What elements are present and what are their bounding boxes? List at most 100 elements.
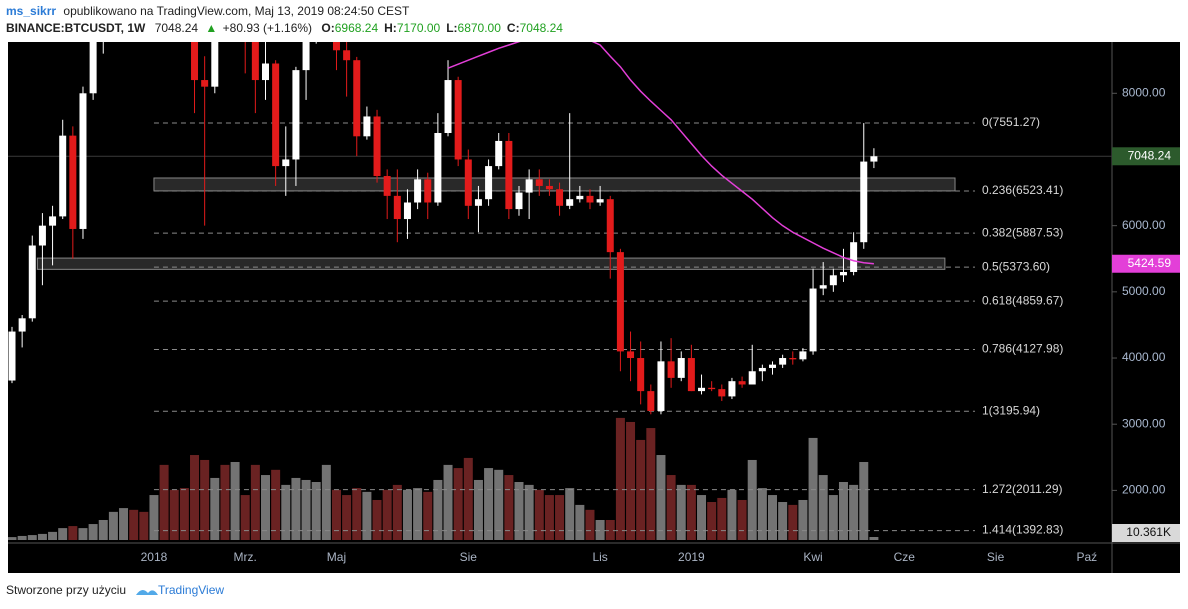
volume-bar (382, 489, 392, 540)
volume-bar (443, 464, 453, 540)
candle-body (627, 351, 635, 359)
volume-bar (595, 519, 605, 540)
volume-bar (778, 502, 788, 540)
volume-bar (321, 464, 331, 540)
y-tick-label: 4000.00 (1122, 350, 1166, 364)
volume-bar (342, 495, 352, 540)
header-line-1: ms_sikrr opublikowano na TradingView.com… (6, 4, 410, 18)
volume-bar (463, 457, 473, 540)
candle-body (748, 371, 756, 385)
volume-tag-box (1112, 523, 1180, 542)
volume-bar (514, 482, 524, 540)
author[interactable]: ms_sikrr (6, 4, 56, 18)
ohlc-value: 7048.24 (520, 21, 564, 35)
volume-bar (686, 484, 696, 540)
volume-bar (240, 495, 250, 540)
footer-brand[interactable]: TradingView (158, 583, 224, 597)
candle-body (201, 80, 209, 87)
candle-body (606, 199, 614, 253)
volume-bar (859, 461, 869, 540)
volume-bar (129, 509, 139, 540)
zone (36, 257, 946, 270)
candle-body (870, 156, 878, 162)
candle-body (292, 70, 300, 160)
volume-bar (544, 495, 554, 540)
ohlc-value: 7170.00 (397, 21, 441, 35)
volume-bar (261, 475, 270, 540)
candle-body (667, 361, 675, 378)
candle-body (332, 42, 340, 51)
ohlc-name: C: (507, 21, 520, 35)
candle-body (789, 358, 797, 360)
volume-bar (169, 489, 179, 540)
volume-bar (392, 484, 402, 540)
volume-bar (585, 509, 595, 540)
volume-bar (433, 479, 443, 540)
candle-body (38, 225, 46, 246)
candle-body (839, 271, 847, 276)
y-tick-label: 6000.00 (1122, 218, 1166, 232)
symbol: BINANCE:BTCUSDT, 1W (6, 21, 146, 35)
fib-label: 1.414(1392.83) (982, 523, 1063, 537)
candle-body (556, 189, 564, 206)
y-tick-label: 2000.00 (1122, 483, 1166, 497)
y-tick-label: 8000.00 (1122, 85, 1166, 99)
ohlc-value: 6870.00 (458, 21, 502, 35)
volume-bar (352, 488, 362, 540)
x-tick-label: 2018 (141, 550, 168, 564)
candle-body (251, 42, 259, 81)
candle-body (819, 285, 827, 289)
candle-body (69, 135, 77, 229)
candle-body (616, 252, 624, 352)
volume-bar (565, 488, 575, 540)
candle-body (535, 179, 543, 186)
subtitle: opublikowano na TradingView.com, Maj 13,… (63, 4, 410, 18)
ma-price-tag-label: 5424.59 (1128, 256, 1172, 270)
candle-body (505, 140, 513, 210)
candle-body (525, 179, 533, 193)
candle-body (383, 176, 391, 196)
candle-body (698, 387, 706, 392)
candle-body (393, 195, 401, 220)
volume-bar (108, 511, 118, 540)
fib-label: 1.272(2011.29) (982, 482, 1063, 496)
volume-bar (68, 526, 78, 540)
candle-body (495, 140, 503, 167)
plot: 0(7551.27) 0.236(6523.41) 0.382(5887.53) 0.… (8, 42, 1112, 540)
last-price-tag-box (1112, 147, 1180, 166)
candle-body (424, 179, 432, 203)
volume-bar (281, 484, 291, 540)
moving-average (447, 42, 874, 265)
volume-bar (159, 464, 169, 540)
volume-bar (484, 468, 494, 540)
volume-bar (768, 495, 777, 540)
candle-body (59, 135, 67, 217)
candle-body (302, 42, 310, 71)
volume-bar (453, 468, 463, 540)
x-tick-label: Sie (987, 550, 1005, 564)
volume-bar (58, 528, 68, 540)
candle-body (464, 159, 472, 206)
volume-bar (119, 508, 129, 540)
volume-bar (788, 504, 798, 540)
x-tick-label: Sie (460, 550, 478, 564)
volume-bar (98, 519, 108, 540)
candle-body (718, 389, 726, 397)
candle-body (738, 381, 746, 385)
volume-bar (666, 475, 676, 540)
volume-bar (818, 475, 828, 540)
volume-bar (828, 495, 838, 540)
volume-bar (331, 489, 341, 540)
footer-text: Stworzone przy użyciu (6, 583, 126, 597)
candle-body (89, 42, 97, 94)
ohlc-value: 6968.24 (335, 21, 379, 35)
volume-bar (656, 455, 666, 540)
y-tick-label: 5000.00 (1122, 284, 1166, 298)
volume-bar (423, 491, 433, 540)
candle-body (28, 245, 36, 319)
volume-bar (555, 495, 565, 540)
volume-bar (78, 528, 88, 540)
volume-bar (849, 484, 859, 540)
header-line-2: BINANCE:BTCUSDT, 1W 7048.24 ▲ +80.93 (+1… (6, 21, 563, 35)
